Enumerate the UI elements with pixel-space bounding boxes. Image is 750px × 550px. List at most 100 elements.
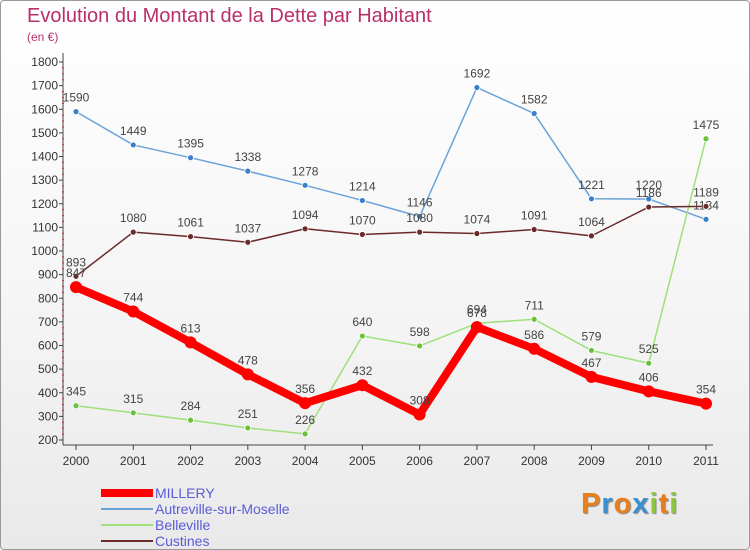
x-tick-label: 2002 [177,454,204,468]
y-tick-label: 1500 [31,126,58,140]
data-label-custines: 1080 [120,211,147,225]
legend-label-autreville: Autreville-sur-Moselle [155,501,290,517]
data-label-belleville: 284 [181,399,201,413]
data-label-millery: 432 [352,364,372,378]
x-tick-label: 2006 [406,454,433,468]
data-point-millery [356,379,369,392]
logo-letter: x [632,488,650,520]
y-tick-label: 1700 [31,79,58,93]
data-point-belleville [645,359,653,367]
series-line-belleville [75,138,707,435]
data-point-custines [72,272,80,280]
logo-letter: t [658,488,670,520]
data-label-millery: 467 [581,356,601,370]
series-line-custines [75,205,707,278]
legend-label-belleville: Belleville [155,517,211,533]
data-point-millery [470,321,483,334]
data-label-millery: 586 [524,328,544,342]
series-line-millery [72,283,710,419]
y-tick-label: 1000 [31,244,58,258]
data-label-belleville: 345 [66,385,86,399]
x-tick-label: 2010 [635,454,662,468]
legend-label-custines: Custines [155,533,210,549]
data-point-millery [184,336,197,349]
data-point-custines [301,225,309,233]
series-line-autreville-sur-moselle [75,86,707,221]
data-label-belleville: 315 [123,392,143,406]
y-tick-label: 1800 [31,55,58,69]
x-tick-label: 2009 [578,454,605,468]
data-point-belleville [129,409,137,417]
data-label-belleville: 525 [639,342,659,356]
data-point-belleville [244,424,252,432]
data-label-autreville-sur-moselle: 1590 [63,91,90,105]
logo-letter: i [649,488,659,520]
y-tick-label: 700 [38,315,58,329]
data-label-autreville-sur-moselle: 1395 [177,137,204,151]
legend-swatch-autreville [101,508,153,510]
data-point-belleville [358,332,366,340]
y-tick-label: 900 [38,268,58,282]
data-label-custines: 1094 [292,208,319,222]
data-point-autreville-sur-moselle [129,141,137,149]
y-tick-label: 800 [38,291,58,305]
data-label-belleville: 694 [467,302,487,316]
y-tick-label: 1100 [32,220,58,234]
data-point-custines [645,203,653,211]
proxiti-logo: Proxiti [581,488,678,521]
data-label-custines: 1064 [578,215,605,229]
y-tick-label: 1600 [31,102,58,116]
logo-letter: P [581,488,602,520]
chart-title: Evolution du Montant de la Dette par Hab… [27,5,432,27]
data-label-belleville: 640 [352,315,372,329]
data-point-belleville [187,416,194,424]
logo-letter: r [601,488,614,520]
data-point-autreville-sur-moselle [187,154,194,162]
data-label-autreville-sur-moselle: 1582 [521,93,548,107]
data-point-autreville-sur-moselle [301,181,309,189]
y-tick-label: 300 [38,409,58,423]
data-point-custines [702,202,710,210]
data-label-custines: 1080 [406,211,433,225]
data-label-millery: 406 [639,370,659,384]
chart-subtitle: (en €) [27,30,59,44]
data-label-custines: 1091 [521,209,548,223]
x-tick-label: 2011 [693,454,719,468]
data-label-autreville-sur-moselle: 1220 [635,178,662,192]
data-point-belleville [301,430,309,438]
data-label-millery: 354 [696,383,716,397]
data-point-millery [299,397,312,410]
data-label-belleville: 579 [581,329,601,343]
data-point-millery [413,408,426,421]
data-label-autreville-sur-moselle: 1449 [120,124,147,138]
data-label-millery: 744 [123,290,143,304]
data-point-belleville [416,342,424,350]
data-label-custines: 1186 [636,186,662,200]
x-tick-label: 2007 [464,454,491,468]
data-point-autreville-sur-moselle [645,195,653,203]
y-tick-label: 600 [38,339,58,353]
data-label-millery: 356 [295,382,315,396]
data-point-millery [700,397,712,410]
data-label-millery: 613 [181,321,201,335]
data-point-custines [187,233,194,240]
data-label-belleville: 251 [238,407,258,421]
data-point-custines [416,228,424,236]
y-tick-label: 200 [38,433,58,447]
x-tick-label: 2004 [292,454,319,468]
data-point-custines [588,232,595,240]
data-label-custines: 1061 [177,216,204,230]
x-tick-label: 2005 [349,454,376,468]
logo-letter: i [669,488,679,520]
data-label-belleville: 711 [525,298,544,312]
data-point-custines [244,238,252,246]
data-point-belleville [530,315,538,323]
data-point-autreville-sur-moselle [530,110,538,117]
data-label-autreville-sur-moselle: 1221 [578,178,605,192]
data-label-millery: 678 [467,306,487,320]
y-tick-label: 400 [38,386,58,400]
data-point-custines [358,231,366,238]
data-point-autreville-sur-moselle [416,213,424,220]
y-tick-label: 500 [38,362,58,376]
